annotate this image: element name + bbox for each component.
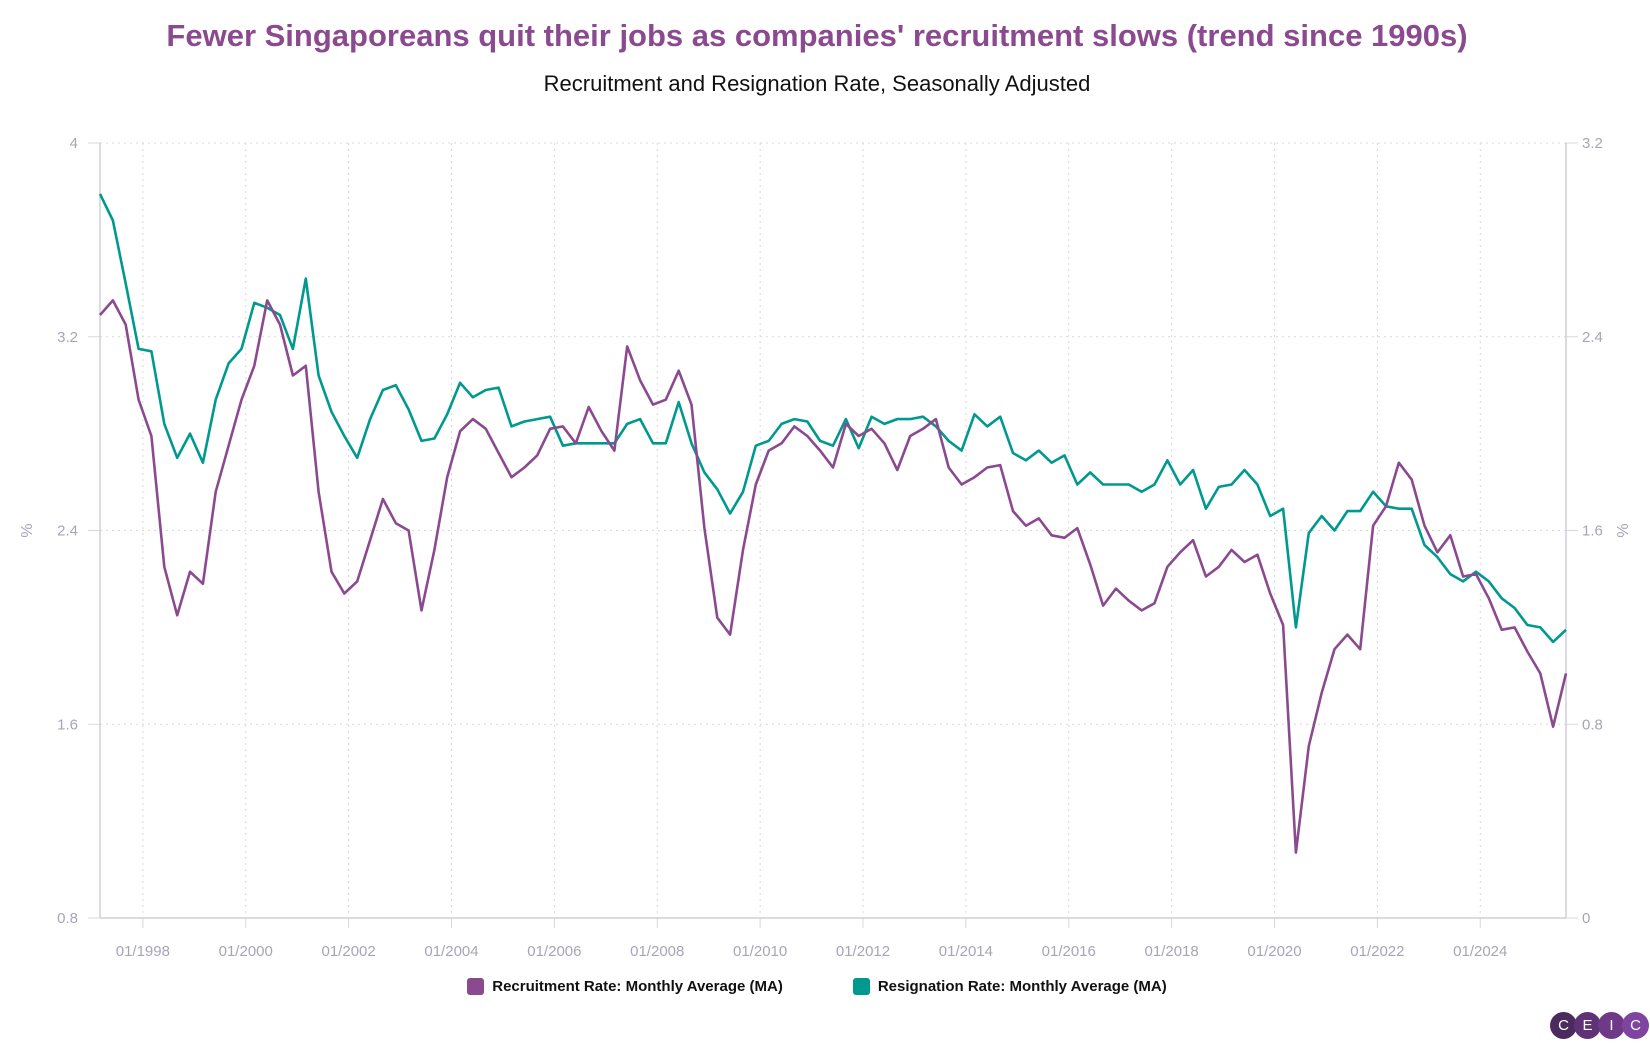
x-tick-label: 01/2008 [630, 943, 684, 960]
legend-label-resignation: Resignation Rate: Monthly Average (MA) [877, 978, 1167, 995]
y-tick-label-left: 0.8 [57, 910, 78, 927]
x-tick-label: 01/2016 [1042, 943, 1096, 960]
y-tick-label-left: 4 [70, 135, 78, 152]
legend-label-recruitment: Recruitment Rate: Monthly Average (MA) [492, 978, 783, 995]
series-line-recruitment [99, 299, 1568, 854]
y-tick-label-right: 0 [1582, 910, 1590, 927]
x-tick-label: 01/2024 [1453, 943, 1507, 960]
legend-item-resignation[interactable]: Resignation Rate: Monthly Average (MA) [852, 978, 1167, 995]
logo-letter: C [1550, 1012, 1577, 1039]
y-tick-label-right: 0.8 [1582, 716, 1603, 733]
legend-swatch-resignation [852, 978, 870, 995]
legend-swatch-recruitment [467, 978, 485, 995]
x-tick-label: 01/1998 [116, 943, 170, 960]
x-tick-label: 01/2006 [527, 943, 581, 960]
logo-letter: E [1574, 1012, 1601, 1039]
logo-letter: I [1598, 1012, 1625, 1039]
y-tick-label-left: 1.6 [57, 716, 78, 733]
x-tick-label: 01/2004 [424, 943, 478, 960]
series-line-resignation [98, 193, 1567, 644]
legend: Recruitment Rate: Monthly Average (MA) R… [0, 978, 1634, 995]
y-tick-label-right: 1.6 [1582, 523, 1603, 540]
y-tick-label-right: 3.2 [1582, 135, 1603, 152]
y-tick-label-right: 2.4 [1582, 329, 1603, 346]
legend-item-recruitment[interactable]: Recruitment Rate: Monthly Average (MA) [467, 978, 783, 995]
x-tick-label: 01/2010 [733, 943, 787, 960]
x-tick-label: 01/2018 [1145, 943, 1199, 960]
x-tick-label: 01/2000 [219, 943, 273, 960]
chart-title: Fewer Singaporeans quit their jobs as co… [166, 18, 1468, 53]
x-tick-label: 01/2020 [1247, 943, 1301, 960]
x-tick-label: 01/2002 [322, 943, 376, 960]
logo-letter: C [1622, 1012, 1649, 1039]
ceic-logo: C E I C [1550, 1012, 1649, 1039]
x-tick-label: 01/2022 [1350, 943, 1404, 960]
x-tick-label: 01/2014 [939, 943, 993, 960]
y-axis-label-left: % [19, 523, 36, 537]
x-tick-label: 01/2012 [836, 943, 890, 960]
chart-subtitle: Recruitment and Resignation Rate, Season… [543, 71, 1091, 96]
y-tick-label-left: 3.2 [57, 329, 78, 346]
y-axis-label-right: % [1615, 523, 1632, 537]
y-tick-label-left: 2.4 [57, 523, 78, 540]
